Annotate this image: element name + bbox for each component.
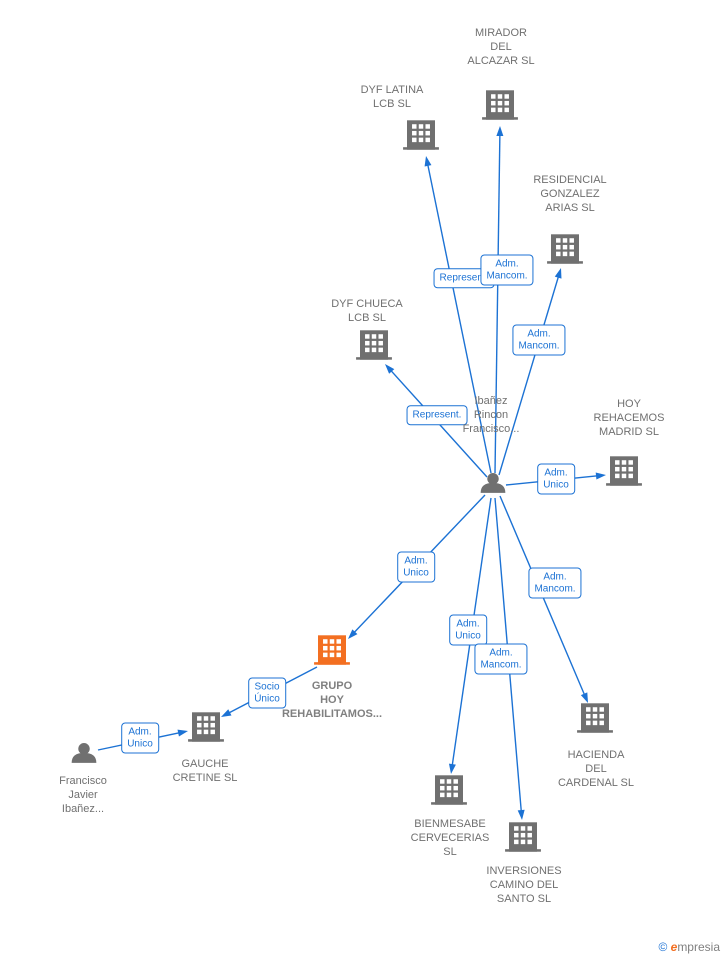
brand-rest: mpresia <box>677 940 720 954</box>
edge-line <box>499 274 559 475</box>
edge-label: Represent. <box>407 405 468 425</box>
node-ibanez <box>481 473 506 493</box>
edge-arrowhead <box>555 268 562 279</box>
network-graph <box>0 0 728 960</box>
edge-arrowhead <box>425 156 432 166</box>
edges-group <box>98 126 606 820</box>
copyright-symbol: © <box>658 940 667 954</box>
edge-line <box>427 162 491 473</box>
edge-label: Adm. Mancom. <box>512 325 565 356</box>
edge-arrowhead <box>449 764 456 774</box>
node-mirador <box>482 90 518 119</box>
watermark: © empresia <box>658 940 720 954</box>
node-fjavier <box>72 743 97 763</box>
node-residencial <box>547 234 583 263</box>
edge-arrowhead <box>581 692 588 703</box>
edge-arrowhead <box>518 810 525 820</box>
node-dyf_latina <box>403 120 439 149</box>
edge-label: Adm. Mancom. <box>528 568 581 599</box>
edge-label: Adm. Mancom. <box>474 644 527 675</box>
edge-label: Adm. Unico <box>537 464 575 495</box>
edge-arrowhead <box>596 473 606 480</box>
node-hoy_reha <box>606 456 642 485</box>
node-bienmesabe <box>431 775 467 804</box>
node-dyf_chueca <box>356 330 392 359</box>
edge-label: Adm. Unico <box>449 615 487 646</box>
node-gauche <box>188 712 224 741</box>
edge-line <box>495 132 500 473</box>
edge-label: Adm. Unico <box>121 723 159 754</box>
edge-label: Adm. Mancom. <box>480 255 533 286</box>
edge-arrowhead <box>496 126 503 136</box>
edge-arrowhead <box>177 730 188 737</box>
edge-label: Socio Único <box>248 678 286 709</box>
node-grupo <box>314 635 350 664</box>
node-inversiones <box>505 822 541 851</box>
edge-arrowhead <box>221 709 231 717</box>
edge-label: Adm. Unico <box>397 552 435 583</box>
node-hacienda <box>577 703 613 732</box>
